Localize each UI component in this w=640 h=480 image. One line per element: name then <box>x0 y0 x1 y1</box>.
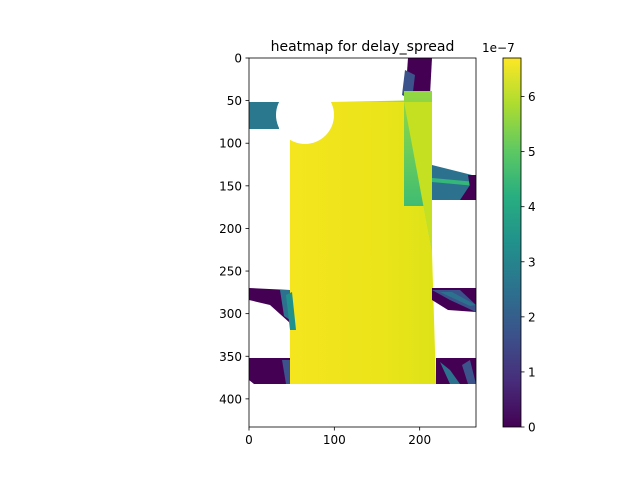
x-tick-label: 0 <box>245 433 253 447</box>
colorbar-tick-label: 5 <box>528 145 536 159</box>
left-mid-teal-2 <box>286 292 296 330</box>
y-tick-label: 50 <box>227 94 242 108</box>
right-strip-overlay <box>404 102 432 252</box>
left-mid-band <box>249 288 290 323</box>
y-axis: 0 50 100 150 200 250 300 350 400 <box>219 52 249 406</box>
right-green-stripe <box>432 178 476 186</box>
colorbar-tick-label: 6 <box>528 90 536 104</box>
right-low-teal <box>440 362 460 384</box>
colorbar-ticks: 0 1 2 3 4 5 6 <box>521 90 536 435</box>
heatmap-image <box>249 58 476 384</box>
x-axis: 0 100 200 <box>245 427 431 447</box>
colorbar-offset-label: 1e−7 <box>482 41 515 55</box>
colorbar-tick-label: 1 <box>528 365 536 379</box>
y-tick-label: 300 <box>219 307 242 321</box>
right-mid-green <box>440 292 476 306</box>
y-tick-label: 200 <box>219 222 242 236</box>
teal-strip <box>249 102 279 129</box>
x-tick-label: 200 <box>408 433 431 447</box>
right-edge-fragment <box>468 175 476 200</box>
y-tick-label: 250 <box>219 265 242 279</box>
circle-cutout <box>276 86 334 144</box>
colorbar-tick-label: 3 <box>528 255 536 269</box>
right-mid-teal <box>432 290 476 312</box>
x-tick-label: 100 <box>323 433 346 447</box>
y-tick-label: 0 <box>234 52 242 66</box>
colorbar-tick-label: 4 <box>528 200 536 214</box>
y-tick-label: 150 <box>219 179 242 193</box>
left-low-teal <box>282 360 290 384</box>
plot-frame <box>248 57 477 428</box>
left-low-band <box>249 358 290 384</box>
main-bright-area <box>290 102 436 384</box>
colorbar <box>502 57 522 428</box>
y-tick-label: 100 <box>219 137 242 151</box>
chart-title: heatmap for delay_spread <box>271 39 455 55</box>
y-tick-label: 350 <box>219 350 242 364</box>
colorbar-tick-label: 2 <box>528 310 536 324</box>
colorbar-tick-label: 0 <box>528 421 536 435</box>
right-low-teal-2 <box>462 360 476 384</box>
y-tick-label: 400 <box>219 392 242 406</box>
